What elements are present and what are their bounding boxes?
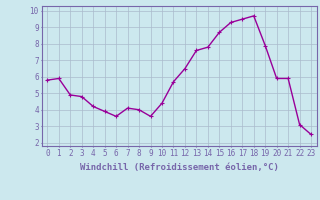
X-axis label: Windchill (Refroidissement éolien,°C): Windchill (Refroidissement éolien,°C)	[80, 163, 279, 172]
